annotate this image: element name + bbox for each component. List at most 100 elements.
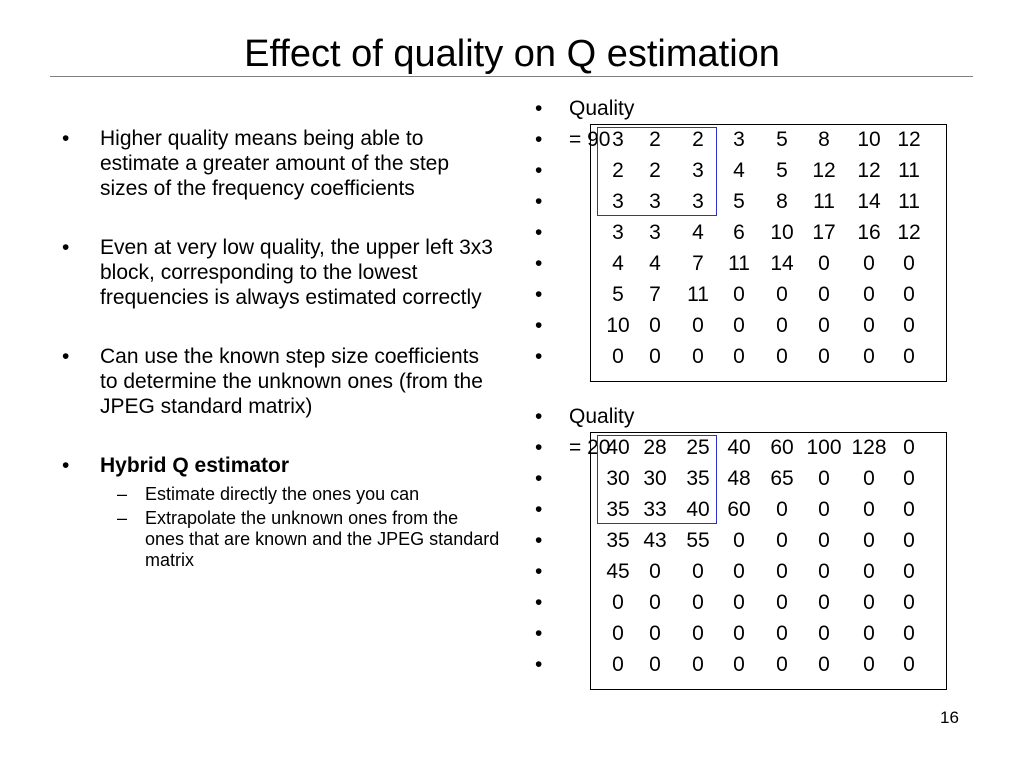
matrix-cell: 0 — [863, 252, 875, 275]
matrix-cell: 40 — [606, 436, 630, 459]
matrix-cell: 0 — [863, 560, 875, 583]
matrix-cell: 0 — [818, 283, 830, 306]
matrix-cell: 35 — [606, 529, 630, 552]
bullet-dot: • — [535, 345, 543, 368]
bullet-dot: • — [535, 529, 543, 552]
matrix-cell: 10 — [770, 221, 794, 244]
matrix-cell: 0 — [863, 345, 875, 368]
matrix-cell: 5 — [733, 190, 745, 213]
matrix-cell: 55 — [686, 529, 710, 552]
matrix-cell: 0 — [776, 345, 788, 368]
matrix-cell: 5 — [776, 159, 788, 182]
matrix-cell: 0 — [818, 314, 830, 337]
matrix-cell: 0 — [863, 622, 875, 645]
matrix-cell: 0 — [818, 560, 830, 583]
matrix-cell: 4 — [649, 252, 661, 275]
matrix-cell: 0 — [818, 252, 830, 275]
matrix-cell: 0 — [818, 498, 830, 521]
matrix-cell: 17 — [812, 221, 836, 244]
matrix-cell: 0 — [903, 622, 915, 645]
matrix-cell: 11 — [728, 252, 750, 275]
matrix-cell: 0 — [612, 345, 624, 368]
sub-bullet-estimate: – Estimate directly the ones you can — [100, 484, 502, 505]
sub-bullet-text: Estimate directly the ones you can — [145, 484, 420, 504]
matrix-cell: 0 — [649, 345, 661, 368]
matrix-cell: 0 — [649, 591, 661, 614]
matrix-cell: 0 — [903, 314, 915, 337]
bullet-known-coefficients: • Can use the known step size coefficien… — [62, 344, 502, 419]
slide-title: Effect of quality on Q estimation — [244, 33, 780, 75]
bullet-dot: • — [535, 128, 543, 151]
matrix-cell: 0 — [733, 529, 745, 552]
sub-bullet-list: – Estimate directly the ones you can – E… — [100, 484, 502, 571]
matrix-cell: 0 — [863, 529, 875, 552]
matrix-cell: 4 — [692, 221, 704, 244]
matrix-cell: 0 — [776, 529, 788, 552]
matrix-cell: 0 — [649, 314, 661, 337]
title-divider — [50, 76, 973, 77]
bullet-dot: • — [535, 97, 543, 120]
matrix-cell: 3 — [692, 190, 704, 213]
matrix-cell: 28 — [643, 436, 667, 459]
matrix-cell: 11 — [898, 190, 920, 213]
quality-label: Quality = 90 — [569, 97, 635, 151]
matrix-cell: 2 — [612, 159, 624, 182]
matrix-cell: 0 — [818, 467, 830, 490]
matrix-cell: 128 — [851, 436, 887, 459]
quality-label: Quality = 20 — [569, 405, 635, 459]
bullet-dot: • — [535, 159, 543, 182]
matrix-cell: 0 — [863, 498, 875, 521]
matrix-cell: 0 — [692, 560, 704, 583]
matrix-cell: 0 — [863, 314, 875, 337]
bullet-dot: • — [535, 591, 543, 614]
matrix-cell: 0 — [903, 560, 915, 583]
matrix-cell: 0 — [863, 467, 875, 490]
matrix-cell: 65 — [770, 467, 794, 490]
matrix-cell: 33 — [643, 498, 667, 521]
matrix-cell: 0 — [776, 498, 788, 521]
matrix-cell: 0 — [776, 591, 788, 614]
matrix-cell: 12 — [812, 159, 836, 182]
matrix-cell: 2 — [649, 159, 661, 182]
matrix-cell: 3 — [612, 128, 624, 151]
matrix-cell: 0 — [903, 283, 915, 306]
matrix-cell: 0 — [733, 345, 745, 368]
matrix-cell: 7 — [692, 252, 704, 275]
matrix-cell: 0 — [733, 560, 745, 583]
matrix-cell: 35 — [686, 467, 710, 490]
matrix-cell: 0 — [818, 591, 830, 614]
matrix-cell: 30 — [606, 467, 630, 490]
matrix-cell: 8 — [818, 128, 830, 151]
matrix-cell: 0 — [903, 498, 915, 521]
matrix-cell: 0 — [818, 529, 830, 552]
matrix-cell: 40 — [727, 436, 751, 459]
bullet-hybrid-estimator: • Hybrid Q estimator – Estimate directly… — [62, 453, 502, 571]
matrix-cell: 0 — [733, 622, 745, 645]
matrix-cell: 0 — [776, 283, 788, 306]
matrix-cell: 0 — [863, 653, 875, 676]
matrix-cell: 0 — [612, 653, 624, 676]
bullet-dot: • — [535, 221, 543, 244]
matrix-cell: 12 — [857, 159, 881, 182]
matrix-cell: 0 — [692, 345, 704, 368]
matrix-cell: 0 — [649, 622, 661, 645]
matrix-cell: 3 — [692, 159, 704, 182]
matrix-cell: 0 — [733, 283, 745, 306]
matrix-cell: 11 — [687, 283, 709, 306]
bullet-dot: • — [535, 283, 543, 306]
matrix-cell: 14 — [770, 252, 794, 275]
bullet-dot: • — [535, 467, 543, 490]
bullet-dot: • — [535, 498, 543, 521]
matrix-cell: 16 — [857, 221, 881, 244]
bullet-dot: • — [535, 405, 543, 428]
matrix-cell: 6 — [733, 221, 745, 244]
matrix-cell: 0 — [776, 653, 788, 676]
known-3x3-highlight — [597, 435, 717, 524]
bullet-dot: • — [62, 236, 70, 259]
matrix-cell: 0 — [818, 653, 830, 676]
bullet-text: Hybrid Q estimator — [100, 454, 290, 477]
matrix-cell: 2 — [649, 128, 661, 151]
bullet-dot: • — [535, 252, 543, 275]
matrix-cell: 45 — [606, 560, 630, 583]
